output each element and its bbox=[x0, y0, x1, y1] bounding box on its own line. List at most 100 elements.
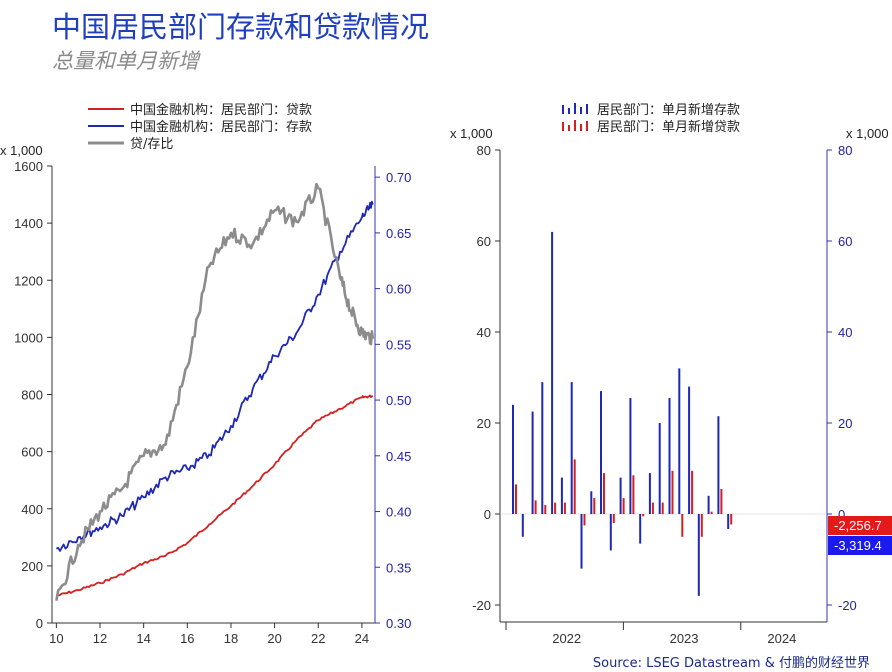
deposit-bar bbox=[717, 416, 720, 514]
x-tick-label: 24 bbox=[355, 631, 369, 646]
deposit-bar bbox=[541, 382, 544, 514]
loan-bar bbox=[691, 470, 694, 514]
deposit-bar bbox=[697, 514, 700, 596]
ratio-line bbox=[55, 182, 375, 601]
right-y-tick-label: 0.35 bbox=[386, 560, 411, 575]
loan-bar bbox=[661, 502, 664, 514]
loan-bar bbox=[544, 504, 547, 514]
deposit-bar bbox=[570, 382, 573, 514]
legend-swatch-loan-bars bbox=[562, 120, 588, 131]
chart-subtitle: 总量和单月新增 bbox=[52, 49, 199, 73]
deposit-bar bbox=[551, 231, 554, 514]
deposit-bar bbox=[727, 514, 730, 529]
loan-bar bbox=[573, 459, 576, 514]
loan-bar bbox=[681, 514, 684, 537]
value-tag-deposit-text: -3,319.4 bbox=[834, 538, 882, 553]
right-y-tick-label: 0.50 bbox=[386, 393, 411, 408]
bar-y-tick-label-left: 20 bbox=[477, 416, 491, 431]
loan-bar bbox=[603, 473, 605, 514]
right-y-tick-label: 0.40 bbox=[386, 505, 411, 520]
bar-series bbox=[512, 231, 733, 596]
left-unit-label: x 1,000 bbox=[0, 143, 43, 158]
loan-bar bbox=[622, 498, 625, 514]
deposit-bar bbox=[678, 368, 681, 514]
left-legend: 中国金融机构：居民部门：贷款 中国金融机构：居民部门：存款 贷/存比 bbox=[88, 102, 312, 152]
right-y-tick-label: 0.65 bbox=[386, 226, 411, 241]
deposit-bar bbox=[531, 411, 534, 514]
legend-label-deposit-bars: 居民部门：单月新增存款 bbox=[597, 102, 740, 118]
x-tick-label: 14 bbox=[136, 631, 150, 646]
loan-bar bbox=[534, 500, 537, 514]
deposit-bar bbox=[668, 398, 671, 514]
deposit-bar bbox=[688, 386, 691, 514]
value-tag-loan: -2,256.7 bbox=[828, 516, 892, 535]
left-y-tick-label: 1000 bbox=[14, 330, 43, 345]
bar-x-tick-label: 2024 bbox=[767, 631, 796, 646]
left-y-tick-label: 0 bbox=[36, 616, 43, 631]
bar-x-tick-label: 2022 bbox=[552, 631, 581, 646]
value-tag-deposit: -3,319.4 bbox=[828, 536, 892, 555]
deposit-line bbox=[55, 200, 374, 552]
loan-bar bbox=[730, 514, 733, 525]
bar-y-tick-label-right: 60 bbox=[838, 234, 852, 249]
bar-x-ticks: 2022 2023 2024 bbox=[505, 622, 796, 646]
deposit-bar bbox=[580, 514, 583, 569]
deposit-bar bbox=[648, 473, 651, 514]
deposit-bar bbox=[560, 477, 563, 514]
loan-bar bbox=[612, 514, 615, 524]
loan-bar bbox=[642, 514, 645, 517]
bar-y-tick-label-right: 40 bbox=[838, 325, 852, 340]
bar-y-ticks: -20 -20 0 0 20 20 40 40 60 60 80 80 bbox=[472, 143, 857, 613]
x-tick-label: 12 bbox=[93, 631, 107, 646]
left-y-tick-label: 400 bbox=[21, 502, 43, 517]
bar-unit-label-left: x 1,000 bbox=[450, 126, 493, 141]
bar-x-tick-label: 2023 bbox=[670, 631, 699, 646]
bar-y-tick-label-left: -20 bbox=[472, 598, 491, 613]
deposit-bar bbox=[521, 514, 524, 537]
bar-unit-label-right: x 1,000 bbox=[846, 126, 889, 141]
bar-legend: 居民部门：单月新增存款 居民部门：单月新增贷款 bbox=[562, 102, 740, 135]
loan-bar bbox=[700, 514, 703, 537]
bar-y-tick-label-left: 80 bbox=[477, 143, 491, 158]
bar-y-tick-label-right: 20 bbox=[838, 416, 852, 431]
left-y-tick-label: 1600 bbox=[14, 159, 43, 174]
left-y-tick-label: 1400 bbox=[14, 216, 43, 231]
deposit-bar bbox=[590, 491, 593, 515]
x-tick-label: 10 bbox=[49, 631, 63, 646]
deposit-bar bbox=[619, 477, 622, 514]
left-y-tick-label: 1200 bbox=[14, 273, 43, 288]
left-y-tick-label: 800 bbox=[21, 388, 43, 403]
right-y-tick-label: 0.60 bbox=[386, 282, 411, 297]
bar-y-tick-label-right: 0 bbox=[838, 507, 845, 522]
bar-y-tick-label-right: 80 bbox=[838, 143, 852, 158]
x-tick-label: 18 bbox=[224, 631, 238, 646]
bar-y-tick-label-left: 40 bbox=[477, 325, 491, 340]
x-tick-label: 16 bbox=[180, 631, 194, 646]
loan-bar bbox=[671, 470, 674, 514]
loan-bar bbox=[651, 502, 654, 514]
source-note: Source: LSEG Datastream & 付鹏的财经世界 bbox=[592, 656, 870, 671]
loan-bar bbox=[563, 502, 566, 514]
legend-label-loan: 中国金融机构：居民部门：贷款 bbox=[130, 102, 312, 118]
right-y-tick-label: 0.45 bbox=[386, 449, 411, 464]
bar-y-tick-label-right: -20 bbox=[838, 598, 857, 613]
right-chart: -20 -20 0 0 20 20 40 40 60 60 80 80 2022 2023 2024 x … bbox=[450, 102, 892, 646]
bar-y-tick-label-left: 60 bbox=[477, 234, 491, 249]
deposit-bar bbox=[629, 398, 632, 514]
deposit-bar bbox=[609, 514, 612, 551]
deposit-bar bbox=[512, 404, 514, 514]
loan-bar bbox=[554, 502, 557, 514]
right-y-tick-label: 0.70 bbox=[386, 170, 411, 185]
deposit-bar bbox=[600, 391, 602, 514]
deposit-bar bbox=[707, 495, 710, 514]
x-tick-label: 20 bbox=[267, 631, 281, 646]
value-tag-loan-text: -2,256.7 bbox=[834, 518, 882, 533]
legend-swatch-deposit-bars bbox=[562, 103, 588, 114]
legend-label-loan-bars: 居民部门：单月新增贷款 bbox=[597, 119, 740, 135]
right-y-tick-label: 0.55 bbox=[386, 337, 411, 352]
loan-bar bbox=[632, 475, 635, 514]
left-y-ticks: 0 200 400 600 800 1000 1200 1400 1600 bbox=[14, 159, 52, 631]
left-y-tick-label: 200 bbox=[21, 559, 43, 574]
loan-line bbox=[56, 394, 374, 597]
